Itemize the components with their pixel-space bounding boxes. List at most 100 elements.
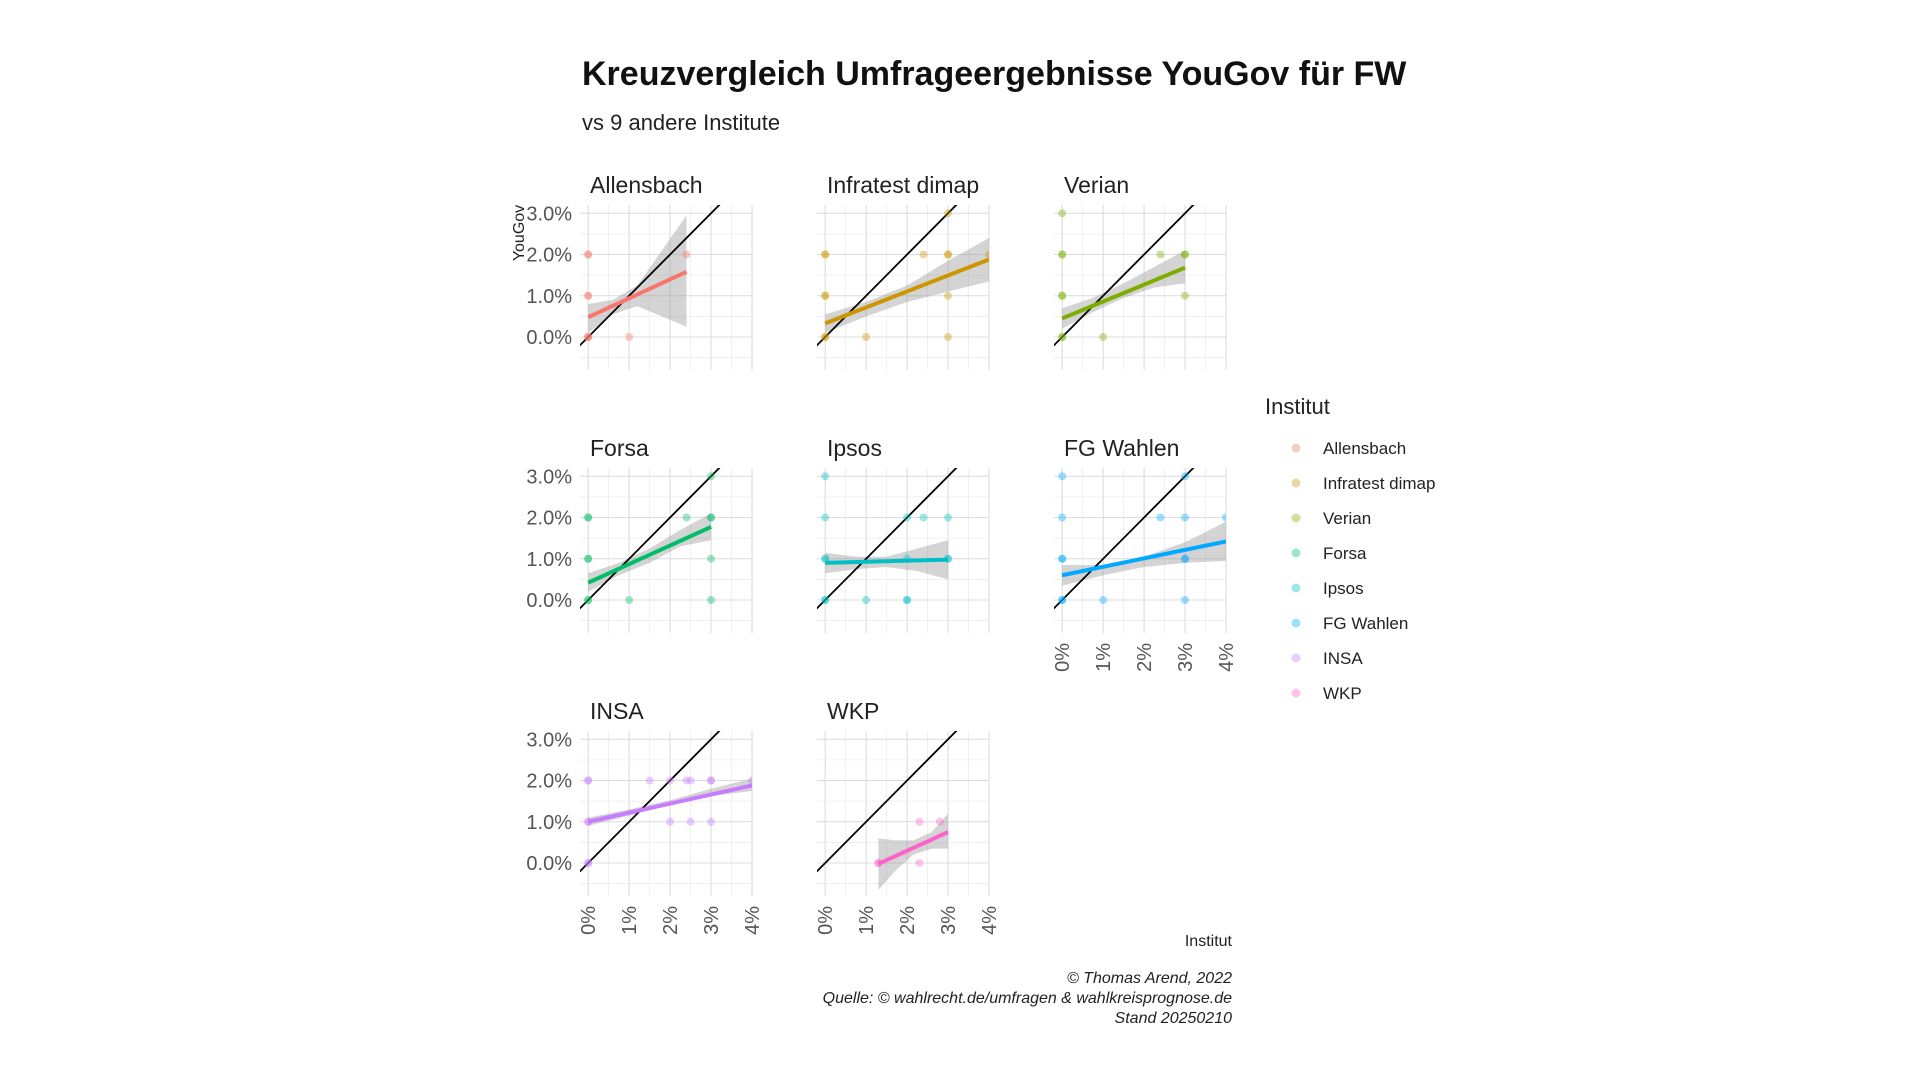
panel-plot-area	[1054, 468, 1226, 610]
panel-grid	[1054, 468, 1227, 633]
data-point	[682, 776, 691, 785]
data-point	[584, 554, 593, 563]
data-point	[919, 250, 928, 259]
data-point	[944, 209, 953, 218]
legend-label: Forsa	[1323, 544, 1367, 563]
y-tick-label: 1.0%	[526, 812, 572, 834]
data-point	[944, 291, 953, 300]
data-point	[584, 513, 593, 522]
identity-line	[580, 468, 721, 610]
data-point	[666, 776, 675, 785]
chart-title: Kreuzvergleich Umfrageergebnisse YouGov …	[582, 55, 1407, 93]
panel-plot-area	[817, 468, 958, 610]
legend-label: Ipsos	[1323, 579, 1364, 598]
data-point	[707, 776, 716, 785]
data-point	[1156, 513, 1165, 522]
x-tick-label: 2%	[660, 906, 682, 935]
y-tick-label: 1.0%	[526, 286, 572, 308]
data-point	[682, 250, 691, 259]
data-point	[935, 817, 944, 826]
caption-date: Stand 20250210	[1115, 1010, 1233, 1027]
panel-grid	[580, 731, 753, 896]
legend: Institut Allensbach Infratest dimap Verian…	[1265, 394, 1435, 703]
data-point	[1222, 513, 1226, 522]
x-tick-label: 0%	[578, 906, 600, 935]
confidence-band	[588, 513, 712, 592]
data-point	[686, 817, 695, 826]
data-point	[707, 776, 716, 785]
data-point	[821, 333, 830, 341]
panel-verian: Verian	[1054, 172, 1227, 370]
data-point	[915, 817, 924, 826]
data-point	[944, 250, 953, 259]
y-tick-label: 2.0%	[526, 245, 572, 267]
data-point	[1181, 554, 1190, 563]
identity-line	[1054, 205, 1195, 347]
x-tick-label: 1%	[1093, 643, 1115, 672]
data-point	[707, 554, 716, 563]
x-tick-label: 4%	[979, 906, 1001, 935]
data-point	[821, 596, 830, 604]
facet-panels: Allensbach 0.0% 1.0% 2.0% 3.0% Infratest dima…	[526, 172, 1238, 935]
identity-line	[1054, 468, 1195, 610]
panel-ipsos: Ipsos	[817, 435, 990, 633]
data-point	[944, 250, 953, 259]
data-point	[1058, 596, 1067, 604]
regression-line	[1061, 539, 1226, 578]
identity-line	[817, 468, 958, 610]
panel-insa: INSA 0.0% 1.0% 2.0% 3.0% 0% 1% 2% 3% 4%	[526, 698, 764, 935]
panel-plot-area	[817, 205, 989, 347]
panel-title: FG Wahlen	[1064, 435, 1179, 461]
y-tick-label: 3.0%	[526, 466, 572, 488]
data-point	[919, 513, 928, 522]
legend-label: Verian	[1323, 509, 1371, 528]
data-point	[1099, 333, 1108, 341]
data-point	[821, 291, 830, 300]
regression-line	[877, 830, 949, 866]
panel-allensbach: Allensbach 0.0% 1.0% 2.0% 3.0%	[526, 172, 753, 370]
y-tick-label: 3.0%	[526, 203, 572, 225]
x-tick-label: 4%	[1216, 643, 1238, 672]
data-point	[707, 596, 716, 604]
data-point	[1181, 554, 1190, 563]
panel-grid	[817, 468, 990, 633]
data-point	[862, 333, 871, 341]
data-point	[707, 472, 716, 481]
panel-grid	[1054, 205, 1227, 370]
panel-plot-area	[580, 468, 721, 610]
confidence-band	[1062, 521, 1226, 586]
data-point	[1058, 513, 1067, 522]
data-point	[821, 250, 830, 259]
panel-grid	[817, 731, 990, 896]
panel-plot-area	[580, 731, 752, 873]
x-tick-label: 2%	[1134, 643, 1156, 672]
data-point	[903, 596, 912, 604]
data-point	[584, 513, 593, 522]
legend-label: INSA	[1323, 649, 1363, 668]
y-tick-label: 0.0%	[526, 590, 572, 612]
x-tick-label: 1%	[856, 906, 878, 935]
legend-key	[1291, 548, 1301, 558]
data-point	[707, 513, 716, 522]
data-point	[821, 554, 830, 563]
legend-label: Infratest dimap	[1323, 474, 1435, 493]
data-point	[903, 596, 912, 604]
regression-line	[587, 783, 752, 824]
data-point	[1058, 554, 1067, 563]
identity-line	[580, 205, 721, 347]
y-tick-label: 1.0%	[526, 549, 572, 571]
data-point	[821, 554, 830, 563]
chart-subtitle: vs 9 andere Institute	[582, 110, 780, 135]
data-point	[985, 250, 989, 259]
data-point	[584, 291, 593, 300]
data-point	[1099, 596, 1108, 604]
y-axis-title: YouGov	[511, 205, 528, 261]
data-point	[944, 513, 953, 522]
data-point	[1058, 472, 1067, 481]
data-point	[862, 596, 871, 604]
data-point	[584, 333, 593, 341]
panel-title: Infratest dimap	[827, 172, 979, 198]
legend-key	[1291, 618, 1301, 628]
legend-key	[1291, 583, 1301, 593]
